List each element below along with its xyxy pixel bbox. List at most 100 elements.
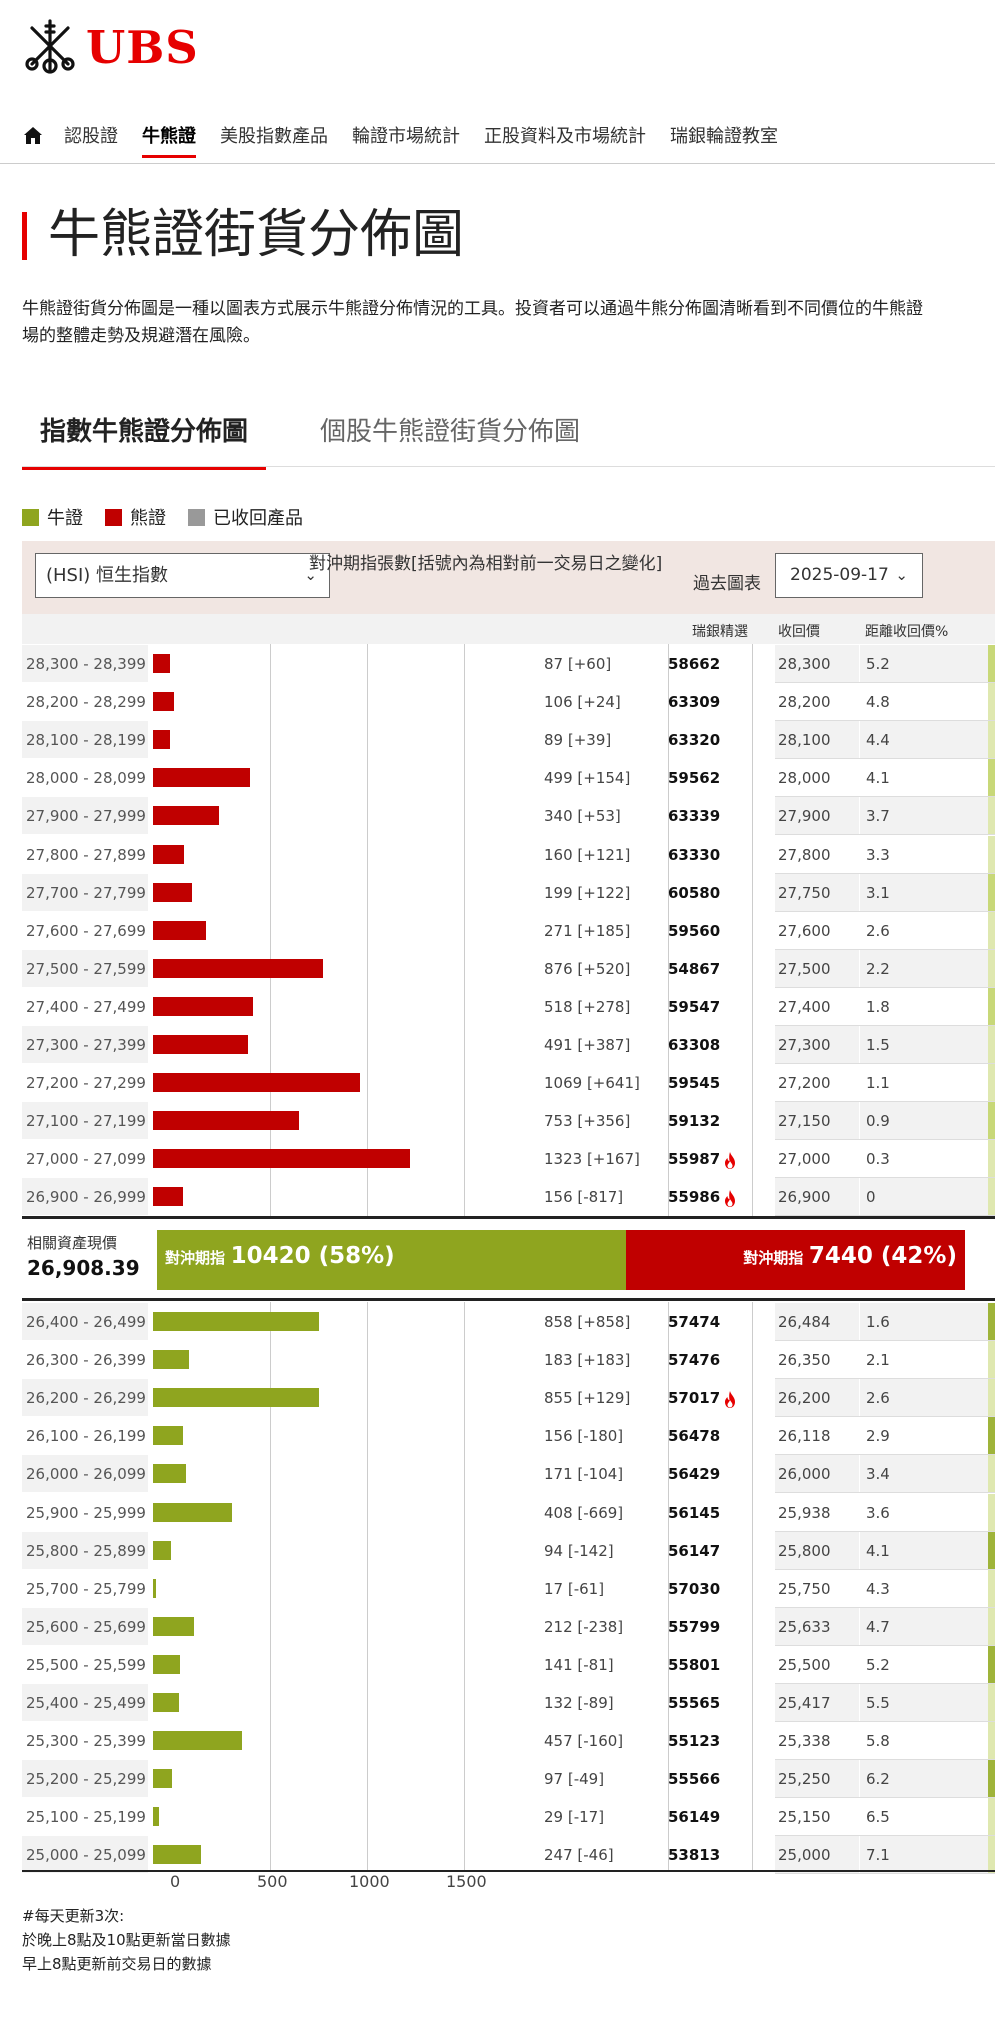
ubs-pick-code[interactable]: 55987 <box>668 1150 721 1169</box>
price-range: 25,000 - 25,099 <box>26 1846 146 1865</box>
ubs-pick-code[interactable]: 55565 <box>668 1694 721 1712</box>
bull-bar[interactable] <box>153 1388 319 1408</box>
ubs-pick-code[interactable]: 57017 <box>668 1389 721 1408</box>
bear-bar[interactable] <box>153 1073 361 1093</box>
bull-bar[interactable] <box>153 1769 172 1789</box>
distance-to-recall: 1.6 <box>866 1313 890 1331</box>
bear-bar[interactable] <box>153 958 323 978</box>
bear-bar[interactable] <box>153 1035 249 1054</box>
ubs-pick-code[interactable]: 63320 <box>668 731 721 750</box>
underlying-select[interactable]: (HSI) 恒生指數 ⌄ <box>35 553 330 598</box>
row-stripe <box>775 1760 859 1798</box>
ubs-pick-code[interactable]: 56429 <box>668 1465 721 1484</box>
hedge-count: 89 [+39] <box>544 731 612 750</box>
nav-item-market-stats[interactable]: 輪證市場統計 <box>352 126 460 147</box>
recall-price: 27,500 <box>778 959 831 978</box>
ubs-pick-code[interactable]: 63339 <box>668 807 721 826</box>
bull-row: 25,300 - 25,399 457 [-160] 55123 25,338 5.8 <box>22 1722 995 1761</box>
column-divider <box>668 1302 669 1872</box>
ubs-pick-code[interactable]: 55123 <box>668 1732 721 1751</box>
ubs-pick-code[interactable]: 54867 <box>668 959 721 978</box>
bull-bar[interactable] <box>153 1845 201 1865</box>
bear-bar[interactable] <box>153 882 192 902</box>
bear-bar[interactable] <box>153 1149 410 1169</box>
ubs-pick-code[interactable]: 59547 <box>668 997 721 1016</box>
ubs-pick-code[interactable]: 57474 <box>668 1313 721 1331</box>
ubs-pick-code[interactable]: 53813 <box>668 1846 721 1865</box>
bear-bar[interactable] <box>153 844 185 864</box>
bull-bar[interactable] <box>153 1312 320 1331</box>
bear-bar[interactable] <box>153 1111 300 1131</box>
price-range: 27,400 - 27,499 <box>26 997 146 1016</box>
bear-bar[interactable] <box>153 730 171 750</box>
hedge-count: 457 [-160] <box>544 1732 624 1751</box>
distance-to-recall: 1.5 <box>866 1036 890 1054</box>
price-range: 27,600 - 27,699 <box>26 921 146 940</box>
bull-bar[interactable] <box>153 1350 189 1370</box>
row-stripe <box>775 1684 859 1721</box>
bear-bar[interactable] <box>153 1187 184 1207</box>
ubs-pick-code[interactable]: 56147 <box>668 1541 721 1560</box>
bull-bar[interactable] <box>153 1654 181 1674</box>
nav-item-education[interactable]: 瑞銀輪證教室 <box>670 126 778 147</box>
ubs-pick-code[interactable]: 55801 <box>668 1655 721 1674</box>
ubs-pick-code[interactable]: 56145 <box>668 1503 721 1522</box>
row-stripe <box>22 1102 148 1140</box>
bear-row: 27,300 - 27,399 491 [+387] 63308 27,300 1.5 <box>22 1026 995 1064</box>
bull-bar[interactable] <box>153 1693 179 1712</box>
bear-bar[interactable] <box>153 920 206 940</box>
ubs-pick-code[interactable]: 63308 <box>668 1036 721 1054</box>
nav-item-cbbc[interactable]: 牛熊證 <box>142 122 196 158</box>
price-range: 25,900 - 25,999 <box>26 1503 146 1522</box>
home-icon[interactable] <box>22 124 44 146</box>
ubs-pick-code[interactable]: 56478 <box>668 1427 721 1446</box>
tab-stock-cbbc[interactable]: 個股牛熊證街貨分佈圖 <box>320 417 581 447</box>
ubs-pick-code[interactable]: 57476 <box>668 1351 721 1370</box>
ubs-pick-code[interactable]: 57030 <box>668 1579 721 1598</box>
ubs-logo[interactable]: UBS <box>22 18 199 76</box>
bear-bar[interactable] <box>153 806 219 826</box>
ubs-pick-code[interactable]: 59562 <box>668 769 721 788</box>
legend-bull: 牛證 <box>22 504 83 530</box>
bull-bar[interactable] <box>153 1502 233 1522</box>
legend-recalled: 已收回產品 <box>188 504 303 530</box>
ubs-pick-code[interactable]: 60580 <box>668 883 721 902</box>
recall-price: 26,000 <box>778 1465 831 1484</box>
ubs-pick-code[interactable]: 63309 <box>668 693 721 712</box>
grid-line <box>270 1302 271 1872</box>
bear-row: 26,900 - 26,999 156 [-817] 55986 26,900 0 <box>22 1178 995 1217</box>
ubs-pick-code[interactable]: 63330 <box>668 845 721 864</box>
recall-price: 27,400 <box>778 997 831 1016</box>
ubs-pick-code[interactable]: 59132 <box>668 1112 721 1131</box>
bull-row: 26,000 - 26,099 171 [-104] 56429 26,000 3.4 <box>22 1455 995 1494</box>
bull-bar[interactable] <box>153 1426 184 1446</box>
nav-item-stock-data[interactable]: 正股資料及市場統計 <box>484 126 646 147</box>
ubs-pick-code[interactable]: 58662 <box>668 655 721 673</box>
ubs-pick-code[interactable]: 55986 <box>668 1188 721 1207</box>
bear-bar[interactable] <box>153 768 250 788</box>
bear-bar[interactable] <box>153 996 254 1016</box>
ubs-pick-code[interactable]: 56149 <box>668 1808 721 1827</box>
nav-item-us-index[interactable]: 美股指數產品 <box>220 126 328 147</box>
bull-bar[interactable] <box>153 1616 195 1636</box>
row-separator <box>775 1835 995 1837</box>
ubs-pick-code[interactable]: 59560 <box>668 921 721 940</box>
ubs-pick-code[interactable]: 59545 <box>668 1074 721 1093</box>
bull-bar[interactable] <box>153 1807 159 1827</box>
bull-bar[interactable] <box>153 1540 172 1560</box>
row-stripe <box>22 1684 148 1721</box>
recall-price: 27,900 <box>778 807 831 826</box>
bull-bar[interactable] <box>153 1578 157 1598</box>
nav-item-warrants[interactable]: 認股證 <box>64 126 118 147</box>
row-stripe <box>22 1026 148 1063</box>
summary-bottom-divider <box>22 1298 995 1301</box>
description-line: 場的整體走勢及規避潛在風險。 <box>22 326 260 346</box>
tab-index-cbbc[interactable]: 指數牛熊證分佈圖 <box>22 410 267 470</box>
bear-bar[interactable] <box>153 692 174 712</box>
ubs-pick-code[interactable]: 55799 <box>668 1617 721 1636</box>
date-select[interactable]: 2025-09-17 ⌄ <box>775 553 923 598</box>
bull-bar[interactable] <box>153 1464 187 1484</box>
bull-bar[interactable] <box>153 1731 242 1751</box>
ubs-pick-code[interactable]: 55566 <box>668 1770 721 1789</box>
bear-bar[interactable] <box>153 654 170 673</box>
